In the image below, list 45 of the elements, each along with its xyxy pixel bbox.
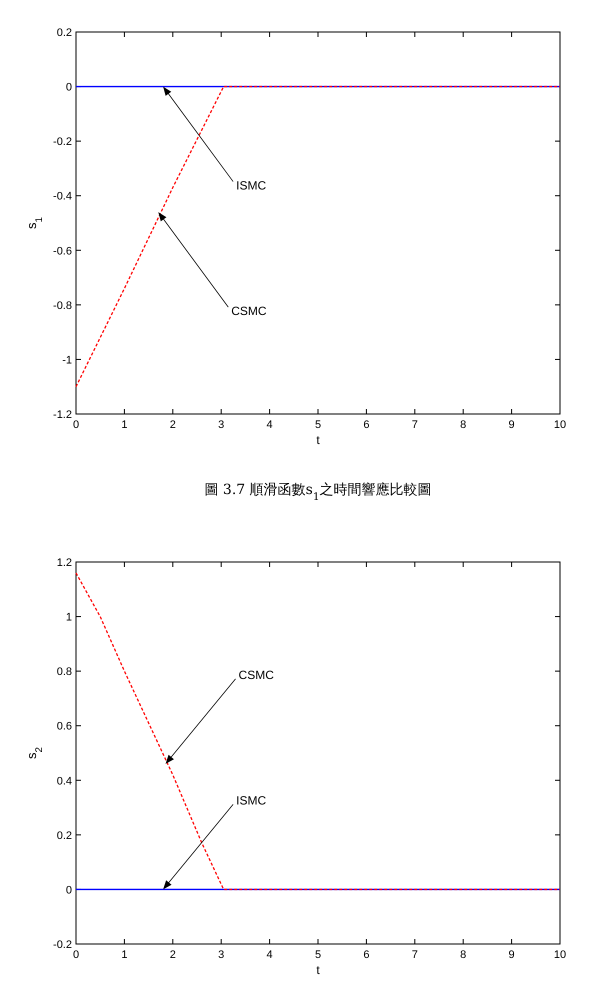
x-tick-label: 9 — [508, 949, 515, 961]
x-tick-label: 4 — [266, 949, 273, 961]
y-tick-label: 0.4 — [56, 775, 72, 788]
x-tick-label: 7 — [412, 419, 418, 431]
y-tick-label: 1.2 — [56, 557, 72, 569]
y-tick-label: 0.8 — [56, 666, 72, 678]
y-tick-label: 0.2 — [56, 27, 72, 39]
x-tick-label: 3 — [218, 419, 224, 431]
x-tick-label: 6 — [363, 949, 370, 961]
y-tick-label: 0.2 — [56, 830, 72, 842]
caption: 圖 3.7 順滑函數s$_{1}$之時間響應比較圖 — [204, 482, 432, 503]
x-axis-title: t — [316, 963, 320, 977]
x-tick-label: 1 — [121, 949, 128, 961]
x-tick-label: 8 — [460, 419, 466, 431]
y-tick-label: 0 — [66, 884, 72, 896]
y-tick-label: -1 — [62, 354, 72, 366]
x-tick-label: 10 — [554, 949, 566, 961]
x-tick-label: 6 — [363, 419, 370, 431]
x-tick-label: 8 — [460, 949, 466, 961]
annotation: ISMC — [236, 793, 266, 808]
annotation: ISMC — [236, 178, 266, 193]
y-tick-label: -0.4 — [53, 190, 72, 203]
annotation: CSMC — [238, 668, 274, 682]
y-tick-label: -0.2 — [53, 939, 72, 951]
y-tick-label: -0.2 — [53, 136, 72, 148]
annotation: CSMC — [231, 304, 267, 318]
line-series — [75, 572, 561, 890]
x-tick-label: 7 — [412, 949, 418, 961]
y-tick-label: -0.8 — [53, 300, 72, 312]
x-tick-label: 2 — [170, 949, 176, 961]
x-tick-label: 2 — [170, 419, 176, 431]
line-series — [75, 86, 561, 388]
y-tick-label: 1 — [66, 612, 72, 624]
y-tick-label: -1.2 — [53, 409, 72, 421]
x-tick-label: 5 — [314, 419, 322, 431]
x-tick-label: 5 — [314, 949, 322, 961]
x-tick-label: 9 — [508, 419, 515, 431]
x-tick-label: 10 — [554, 419, 566, 431]
x-tick-label: 1 — [121, 419, 128, 431]
x-tick-label: 3 — [218, 949, 224, 961]
y-tick-label: 0.6 — [56, 720, 72, 733]
y-tick-label: 0 — [66, 82, 72, 94]
x-tick-label: 4 — [266, 419, 273, 431]
x-axis-title: t — [316, 433, 320, 447]
y-tick-label: -0.6 — [53, 245, 72, 258]
